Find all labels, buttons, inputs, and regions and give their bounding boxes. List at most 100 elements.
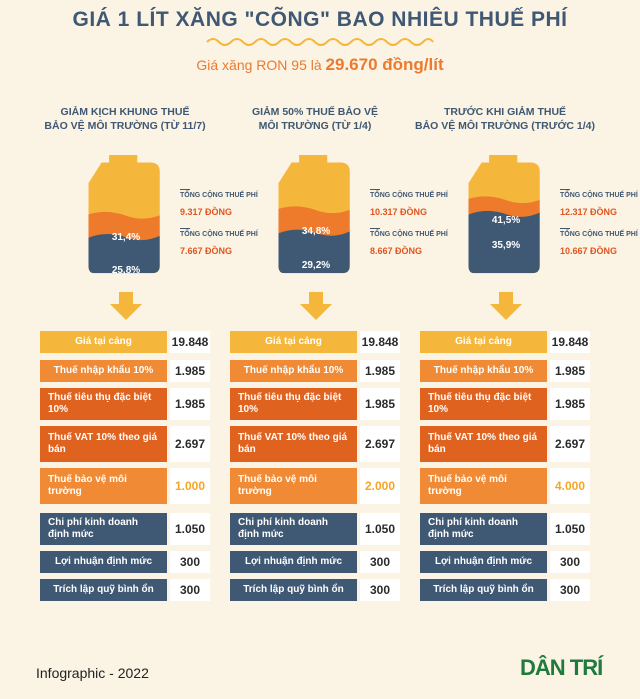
tax-total-label-2: TỔNG CỘNG THUẾ PHÍ: [370, 228, 450, 238]
row-profit: Lợi nhuận định mức 300: [230, 551, 400, 573]
fuel-can-icon: [88, 155, 160, 274]
row-label: Trích lập quỹ bình ổn: [40, 579, 167, 601]
row-import-tax: Thuế nhập khẩu 10% 1.985: [420, 360, 590, 382]
row-value: 19.848: [360, 331, 400, 353]
page-title: GIÁ 1 LÍT XĂNG "CÕNG" BAO NHIÊU THUẾ PHÍ: [72, 8, 568, 31]
row-value: 2.697: [550, 426, 590, 462]
row-business-cost: Chi phí kinh doanh định mức 1.050: [420, 513, 590, 545]
row-label: Thuế VAT 10% theo giá bán: [420, 426, 547, 462]
row-port-price: Giá tại cảng 19.848: [420, 331, 590, 353]
row-value: 1.985: [550, 388, 590, 420]
row-special-consumption-tax: Thuế tiêu thụ đặc biệt 10% 1.985: [230, 388, 400, 420]
column-title-line1: GIẢM 50% THUẾ BẢO VỆ: [251, 106, 379, 118]
column-title-line1: GIẢM KỊCH KHUNG THUẾ: [60, 106, 190, 118]
row-vat-tax: Thuế VAT 10% theo giá bán 2.697: [420, 426, 590, 462]
tax-total-label-1: TỔNG CỘNG THUẾ PHÍ: [180, 189, 260, 199]
column-title-line2: BẢO VỆ MÔI TRƯỜNG (TRƯỚC 1/4): [414, 120, 595, 132]
row-label: Trích lập quỹ bình ổn: [420, 579, 547, 601]
row-profit: Lợi nhuận định mức 300: [420, 551, 590, 573]
title-underline-decoration: [206, 38, 434, 46]
column-title-line1: TRƯỚC KHI GIẢM THUẾ: [443, 106, 567, 118]
row-label: Giá tại cảng: [40, 331, 167, 353]
row-port-price: Giá tại cảng 19.848: [40, 331, 210, 353]
row-stabilization-fund: Trích lập quỹ bình ổn 300: [230, 579, 400, 601]
row-label: Chi phí kinh doanh định mức: [420, 513, 547, 545]
column-title-line2: BẢO VỆ MÔI TRƯỜNG (TỪ 11/7): [44, 120, 206, 132]
can-upper-percent: 31,4%: [111, 231, 141, 243]
row-value: 2.697: [360, 426, 400, 462]
row-value: 300: [360, 551, 400, 573]
row-value: 1.985: [170, 388, 210, 420]
row-label: Thuế bảo vệ môi trường: [230, 468, 357, 504]
row-label: Thuế tiêu thụ đặc biệt 10%: [420, 388, 547, 420]
row-label: Giá tại cảng: [230, 331, 357, 353]
row-environment-tax: Thuế bảo vệ môi trường 2.000: [230, 468, 400, 504]
row-stabilization-fund: Trích lập quỹ bình ổn 300: [40, 579, 210, 601]
row-label: Trích lập quỹ bình ổn: [230, 579, 357, 601]
row-label: Chi phí kinh doanh định mức: [40, 513, 167, 545]
row-vat-tax: Thuế VAT 10% theo giá bán 2.697: [40, 426, 210, 462]
row-value: 300: [170, 551, 210, 573]
row-profit: Lợi nhuận định mức 300: [40, 551, 210, 573]
tax-total-value-1: 10.317 ĐỒNG: [370, 207, 428, 217]
row-label: Thuế bảo vệ môi trường: [420, 468, 547, 504]
row-label: Thuế tiêu thụ đặc biệt 10%: [40, 388, 167, 420]
subtitle-price: 29.670 đồng/lít: [325, 55, 444, 74]
row-stabilization-fund: Trích lập quỹ bình ổn 300: [420, 579, 590, 601]
row-value: 2.000: [360, 468, 400, 504]
row-value: 19.848: [170, 331, 210, 353]
row-label: Thuế tiêu thụ đặc biệt 10%: [230, 388, 357, 420]
row-value: 1.050: [360, 513, 400, 545]
row-value: 1.985: [170, 360, 210, 382]
can-lower-percent: 29,2%: [301, 260, 331, 272]
row-value: 300: [550, 579, 590, 601]
down-arrow-icon: [490, 292, 522, 320]
column-title: TRƯỚC KHI GIẢM THUẾ BẢO VỆ MÔI TRƯỜNG (T…: [410, 105, 600, 133]
row-value: 4.000: [550, 468, 590, 504]
subtitle: Giá xăng RON 95 là 29.670 đồng/lít: [0, 55, 640, 75]
fuel-can-icon: [278, 155, 350, 274]
row-label: Chi phí kinh doanh định mức: [230, 513, 357, 545]
row-label: Thuế nhập khẩu 10%: [230, 360, 357, 382]
tax-total-value-1: 12.317 ĐỒNG: [560, 207, 618, 217]
row-value: 1.050: [550, 513, 590, 545]
footer-caption: Infographic - 2022: [36, 665, 149, 681]
row-label: Lợi nhuận định mức: [420, 551, 547, 573]
row-import-tax: Thuế nhập khẩu 10% 1.985: [230, 360, 400, 382]
row-business-cost: Chi phí kinh doanh định mức 1.050: [40, 513, 210, 545]
tax-total-value-2: 10.667 ĐỒNG: [560, 246, 618, 256]
row-value: 1.985: [550, 360, 590, 382]
row-value: 300: [360, 579, 400, 601]
row-label: Thuế VAT 10% theo giá bán: [40, 426, 167, 462]
row-special-consumption-tax: Thuế tiêu thụ đặc biệt 10% 1.985: [40, 388, 210, 420]
row-import-tax: Thuế nhập khẩu 10% 1.985: [40, 360, 210, 382]
row-value: 19.848: [550, 331, 590, 353]
row-label: Thuế VAT 10% theo giá bán: [230, 426, 357, 462]
row-label: Thuế nhập khẩu 10%: [40, 360, 167, 382]
tax-total-label-1: TỔNG CỘNG THUẾ PHÍ: [560, 189, 640, 199]
row-value: 2.697: [170, 426, 210, 462]
row-value: 1.000: [170, 468, 210, 504]
can-upper-percent: 41,5%: [491, 215, 521, 227]
dantri-logo: DÂN TRÍ: [520, 655, 603, 680]
column-title-line2: MÔI TRƯỜNG (TỪ 1/4): [258, 120, 372, 132]
row-value: 300: [550, 551, 590, 573]
row-label: Giá tại cảng: [420, 331, 547, 353]
row-environment-tax: Thuế bảo vệ môi trường 1.000: [40, 468, 210, 504]
row-special-consumption-tax: Thuế tiêu thụ đặc biệt 10% 1.985: [420, 388, 590, 420]
tax-total-value-1: 9.317 ĐỒNG: [180, 207, 233, 217]
tax-total-label-1: TỔNG CỘNG THUẾ PHÍ: [370, 189, 450, 199]
row-value: 1.050: [170, 513, 210, 545]
tax-total-label-2: TỔNG CỘNG THUẾ PHÍ: [180, 228, 260, 238]
down-arrow-icon: [300, 292, 332, 320]
tax-total-value-2: 7.667 ĐỒNG: [180, 246, 233, 256]
can-lower-percent: 25,8%: [111, 264, 141, 276]
row-label: Lợi nhuận định mức: [40, 551, 167, 573]
down-arrow-icon: [110, 292, 142, 320]
row-business-cost: Chi phí kinh doanh định mức 1.050: [230, 513, 400, 545]
column-title: GIẢM 50% THUẾ BẢO VỆ MÔI TRƯỜNG (TỪ 1/4): [220, 105, 410, 133]
row-label: Lợi nhuận định mức: [230, 551, 357, 573]
tax-total-label-2: TỔNG CỘNG THUẾ PHÍ: [560, 228, 640, 238]
row-label: Thuế bảo vệ môi trường: [40, 468, 167, 504]
